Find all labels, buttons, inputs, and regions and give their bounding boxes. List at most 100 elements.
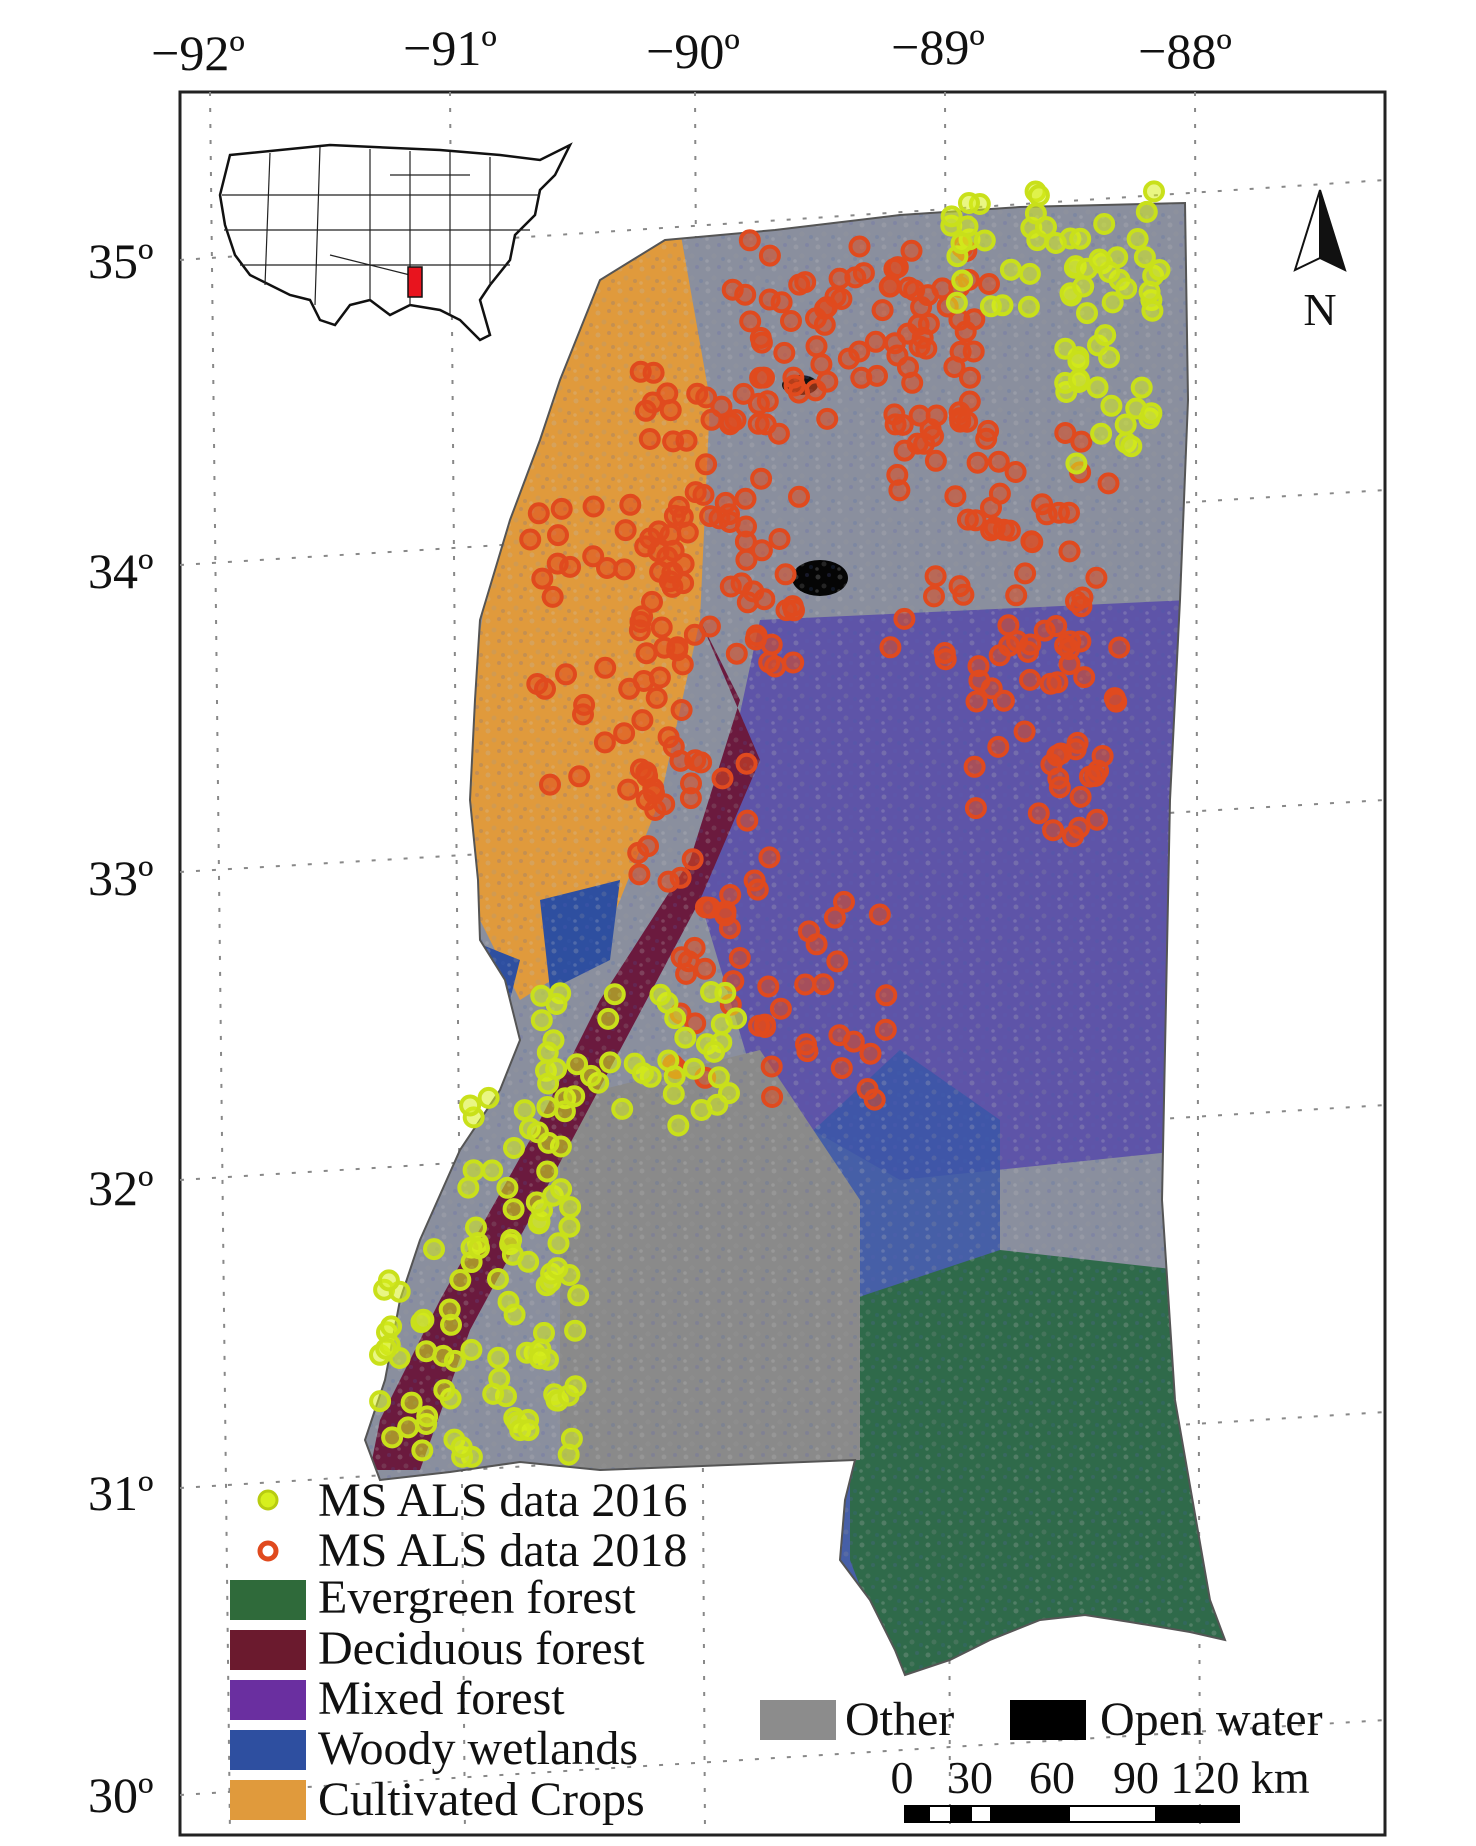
als-sample-point xyxy=(547,524,569,547)
als-sample-point xyxy=(725,642,748,665)
als-sample-point xyxy=(450,1436,473,1458)
als-sample-point xyxy=(632,670,655,692)
als-sample-point xyxy=(631,605,654,628)
als-sample-point xyxy=(848,235,871,258)
als-sample-point xyxy=(597,1007,620,1030)
als-sample-point xyxy=(525,1191,548,1214)
als-sample-point xyxy=(536,1041,559,1064)
als-sample-point xyxy=(613,722,636,745)
als-sample-point xyxy=(767,422,790,445)
als-sample-point xyxy=(547,1232,570,1255)
als-sample-point xyxy=(1115,277,1138,300)
als-sample-point xyxy=(773,341,796,364)
als-sample-point xyxy=(710,1013,733,1036)
als-sample-point xyxy=(636,765,659,788)
als-sample-point xyxy=(1098,346,1121,369)
als-sample-point xyxy=(1086,808,1108,831)
als-sample-point xyxy=(888,479,911,502)
als-sample-point xyxy=(997,614,1020,637)
als-sample-point xyxy=(1094,324,1117,347)
als-sample-point xyxy=(440,1313,462,1336)
als-sample-point xyxy=(457,1176,480,1199)
lat-label-33: 33º xyxy=(88,850,154,906)
als-sample-point xyxy=(670,699,693,721)
als-sample-point xyxy=(871,299,894,322)
als-sample-point xyxy=(728,947,751,969)
als-sample-point xyxy=(973,229,996,252)
als-sample-point xyxy=(656,382,679,405)
als-sample-point xyxy=(400,1391,423,1414)
als-sample-point xyxy=(599,1051,622,1074)
als-sample-point xyxy=(758,244,781,267)
scale-tick-0: 0 xyxy=(891,1752,914,1803)
als-sample-point xyxy=(782,651,805,674)
als-sample-point xyxy=(805,307,827,330)
als-sample-point xyxy=(883,332,906,355)
lat-label-32: 32º xyxy=(88,1160,154,1216)
als-sample-point xyxy=(714,491,737,514)
als-sample-point xyxy=(541,585,564,608)
north-label: N xyxy=(1303,284,1336,335)
als-sample-point xyxy=(758,846,781,869)
als-sample-point xyxy=(750,467,773,490)
als-sample-point xyxy=(667,1114,690,1137)
als-sample-point xyxy=(553,1100,576,1123)
als-sample-point xyxy=(736,809,759,832)
als-sample-point xyxy=(683,936,706,959)
als-sample-point xyxy=(958,192,980,214)
als-sample-point xyxy=(983,516,1006,539)
als-sample-point xyxy=(487,1346,510,1369)
als-sample-point xyxy=(649,983,672,1006)
als-sample-point xyxy=(459,1094,482,1117)
als-sample-point xyxy=(951,269,974,292)
als-sample-point xyxy=(650,616,673,639)
als-sample-point xyxy=(1065,452,1088,475)
als-sample-point xyxy=(714,904,737,927)
scale-bar: 0 30 60 90 120 km xyxy=(891,1752,1310,1823)
als-sample-point xyxy=(1085,566,1108,589)
als-sample-point xyxy=(999,258,1022,281)
als-sample-point xyxy=(1068,816,1091,839)
als-sample-point xyxy=(816,370,839,393)
als-sample-point xyxy=(1058,638,1081,661)
als-sample-point xyxy=(564,1319,587,1342)
svg-text:Other: Other xyxy=(845,1693,954,1746)
als-sample-point xyxy=(979,295,1002,318)
als-sample-point xyxy=(683,1057,705,1080)
als-sample-point xyxy=(1069,227,1092,250)
als-sample-point xyxy=(745,624,768,647)
als-sample-point xyxy=(1013,720,1036,743)
als-sample-point xyxy=(433,1379,456,1402)
lon-label-92: −92º xyxy=(151,25,245,81)
als-sample-point xyxy=(638,428,661,450)
als-sample-point xyxy=(900,239,923,262)
als-sample-point xyxy=(934,648,957,671)
als-sample-point xyxy=(747,412,770,435)
als-sample-point xyxy=(924,449,947,472)
als-sample-point xyxy=(564,1375,587,1398)
als-sample-point xyxy=(1143,180,1165,203)
als-sample-point xyxy=(1058,501,1080,524)
als-sample-point xyxy=(559,1196,582,1219)
als-sample-point xyxy=(1004,461,1027,483)
als-sample-point xyxy=(805,335,828,358)
als-sample-point xyxy=(672,572,695,595)
als-sample-point xyxy=(875,984,898,1007)
lat-label-30: 30º xyxy=(88,1767,154,1823)
als-sample-point xyxy=(945,291,968,314)
als-sample-point xyxy=(566,1053,589,1076)
als-sample-point xyxy=(739,310,762,333)
als-sample-point xyxy=(988,482,1011,505)
als-sample-point xyxy=(859,1042,882,1065)
als-sample-point xyxy=(647,520,670,543)
als-sample-point xyxy=(879,275,902,298)
longitude-labels: −92º −91º −90º −89º −88º xyxy=(151,19,1232,81)
als-sample-point xyxy=(559,555,582,578)
als-sample-point xyxy=(978,273,1000,295)
als-sample-point xyxy=(1126,228,1149,250)
als-sample-point xyxy=(619,493,642,516)
als-sample-point xyxy=(730,572,753,595)
als-sample-point xyxy=(965,690,988,713)
als-sample-point xyxy=(1108,636,1131,659)
als-sample-point xyxy=(662,1082,685,1105)
